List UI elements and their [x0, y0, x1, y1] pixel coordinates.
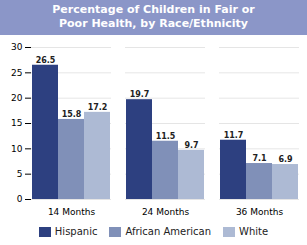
- svg-text:15: 15: [11, 118, 22, 128]
- svg-text:11.7: 11.7: [224, 130, 244, 139]
- html-text:White: White: [239, 226, 269, 238]
- svg-text:19.7: 19.7: [130, 90, 150, 99]
- svg-text:24 Months: 24 Months: [142, 206, 190, 216]
- svg-text:17.2: 17.2: [88, 103, 108, 112]
- svg-text:26.5: 26.5: [36, 55, 56, 64]
- svg-text:20: 20: [11, 93, 23, 103]
- svg-text:11.5: 11.5: [156, 131, 176, 140]
- svg-text:7.1: 7.1: [252, 154, 267, 163]
- svg-text:5: 5: [17, 169, 23, 179]
- svg-text:0: 0: [17, 194, 23, 204]
- svg-text:10: 10: [11, 143, 23, 153]
- html-text:African American: African American: [125, 226, 212, 238]
- svg-text:15.8: 15.8: [62, 110, 82, 119]
- svg-text:9.7: 9.7: [184, 141, 198, 150]
- svg-text:36 Months: 36 Months: [236, 206, 284, 216]
- svg-text:14 Months: 14 Months: [48, 206, 96, 216]
- html-text:Hispanic: Hispanic: [54, 226, 98, 238]
- svg-text:6.9: 6.9: [278, 155, 293, 164]
- html-text:Percentage of Children in Fair: Percentage of Children in Fair or Poor H…: [52, 3, 255, 31]
- svg-text:30: 30: [11, 42, 23, 52]
- svg-text:25: 25: [11, 67, 22, 77]
